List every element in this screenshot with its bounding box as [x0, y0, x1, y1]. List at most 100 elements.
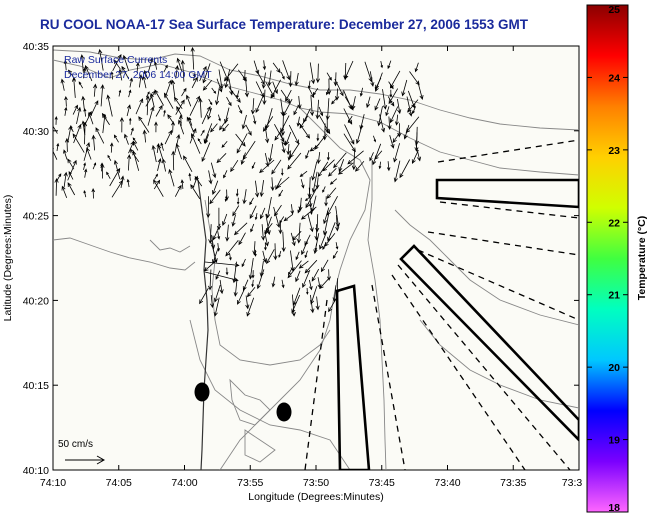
current-vector — [294, 72, 299, 87]
current-vector — [292, 287, 301, 306]
current-vector — [373, 135, 376, 143]
current-vector — [259, 180, 264, 198]
current-vector — [90, 100, 99, 115]
current-vector — [237, 105, 243, 115]
current-vector — [113, 159, 121, 180]
current-vector — [311, 171, 318, 194]
current-vector — [333, 152, 347, 169]
current-vector — [142, 129, 147, 143]
current-vector — [53, 147, 58, 160]
current-vector — [315, 177, 320, 190]
current-vector — [295, 270, 301, 283]
colorbar-label: Temperature (°C) — [636, 216, 648, 301]
current-vector — [254, 180, 260, 198]
current-vector — [325, 87, 330, 96]
current-vector — [309, 96, 315, 117]
current-vector — [64, 137, 70, 152]
current-vector — [171, 120, 175, 133]
current-vector — [83, 107, 87, 117]
current-vector — [76, 106, 82, 124]
coastline — [197, 179, 209, 470]
current-vector — [250, 98, 256, 115]
current-vector — [163, 92, 174, 109]
current-vector — [199, 65, 207, 82]
current-vector — [280, 115, 290, 133]
current-vector — [254, 249, 257, 257]
current-vector — [280, 168, 284, 176]
current-vector — [60, 78, 65, 91]
current-vector — [222, 213, 228, 226]
current-vector — [273, 204, 282, 217]
colorbar-ticks: 25 24 23 22 21 20 19 18 — [587, 4, 628, 514]
current-vector — [250, 223, 255, 233]
current-vector — [304, 250, 308, 259]
current-vector — [249, 197, 254, 206]
current-vector — [272, 81, 278, 95]
current-vector — [296, 116, 301, 127]
current-vector — [132, 137, 138, 144]
current-vector — [304, 195, 311, 202]
current-vector — [326, 187, 337, 199]
current-vector — [73, 123, 82, 144]
current-vector — [154, 61, 158, 70]
y-axis-label: Latitude (Degrees:Minutes) — [2, 195, 14, 322]
current-vector — [256, 269, 265, 290]
current-vector — [80, 54, 85, 73]
colorbar-tick-label: 18 — [608, 502, 620, 514]
current-vector — [281, 141, 286, 154]
current-vector — [287, 150, 292, 161]
current-vector — [290, 204, 295, 215]
current-vector — [180, 179, 184, 189]
current-vector — [344, 60, 354, 80]
current-vector — [305, 150, 310, 160]
current-vector — [124, 133, 129, 145]
colorbar-tick-label: 20 — [608, 362, 620, 374]
current-vector — [185, 94, 192, 107]
current-vector — [322, 159, 335, 172]
colorbar-tick-label: 21 — [608, 290, 620, 302]
current-vector — [224, 69, 231, 89]
current-vector — [278, 222, 283, 235]
current-vector — [235, 188, 239, 197]
current-vector — [327, 222, 336, 242]
current-vector — [228, 86, 241, 103]
current-vector — [188, 172, 192, 181]
current-vector — [176, 105, 183, 117]
current-vector — [202, 80, 213, 91]
current-vector — [286, 143, 291, 156]
current-vector — [329, 178, 338, 185]
colorbar — [586, 4, 629, 513]
current-vector — [178, 119, 185, 135]
current-vector — [319, 231, 328, 250]
current-vector — [242, 69, 247, 82]
current-vector — [118, 68, 123, 81]
y-tick-label: 40:15 — [23, 380, 49, 392]
current-vector — [265, 223, 273, 233]
current-vector — [309, 279, 313, 291]
current-vector — [126, 154, 132, 171]
current-vector — [323, 207, 330, 225]
current-vector — [113, 59, 121, 70]
current-vector — [301, 240, 308, 256]
current-vector — [208, 269, 213, 291]
current-vector — [327, 168, 337, 177]
current-vector — [283, 213, 294, 222]
y-tick-label: 40:35 — [23, 41, 49, 53]
current-vector — [174, 64, 180, 79]
current-vector — [219, 117, 229, 131]
current-vector — [175, 99, 185, 115]
current-vector — [406, 96, 413, 117]
current-vector — [304, 259, 318, 274]
current-vector — [106, 94, 113, 117]
current-vector — [255, 81, 265, 98]
current-vector — [138, 116, 150, 133]
current-vector — [309, 62, 316, 85]
current-vector — [281, 231, 286, 253]
current-vector — [387, 96, 395, 107]
current-vector — [175, 143, 182, 160]
current-vector — [311, 161, 318, 181]
current-vector — [190, 46, 195, 70]
current-vector — [130, 127, 134, 136]
current-vector — [100, 163, 105, 179]
current-vector — [392, 132, 401, 144]
